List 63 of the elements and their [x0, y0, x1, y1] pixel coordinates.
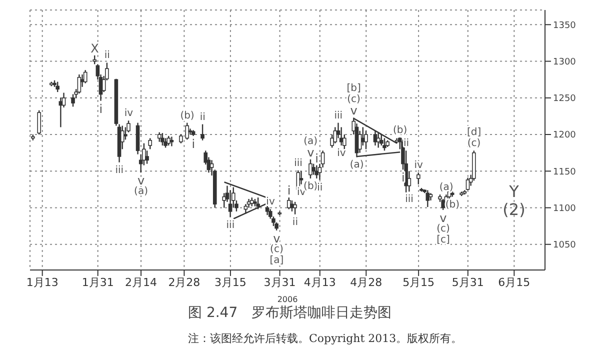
annotation: [a] — [270, 254, 284, 266]
annotation: (c) — [467, 138, 481, 150]
annotation: i — [401, 170, 405, 185]
annotation: ii — [104, 50, 110, 62]
x-tick-label: 5月31 — [452, 276, 484, 289]
y-tick-label: 1350 — [553, 20, 576, 31]
annotation: Y — [508, 182, 520, 201]
annotation: iii — [226, 220, 235, 231]
annotation: i — [99, 102, 103, 116]
text: 注：该图经允许后转载。Copyright 2013。版权所有。 — [188, 331, 462, 346]
annotation: iii — [115, 164, 124, 176]
annotation: X — [90, 41, 99, 56]
x-tick-label: 5月15 — [402, 276, 435, 289]
y-tick-label: 1050 — [553, 240, 576, 251]
y-tick-label: 1150 — [553, 167, 576, 178]
annotation: (a) — [439, 182, 454, 194]
annotation: (b) — [392, 124, 408, 136]
annotation: [b] — [346, 83, 361, 94]
annotation: iii — [294, 158, 302, 169]
text: 图 2.47 罗布斯塔咖啡日走势图 — [188, 304, 392, 322]
annotation: ii — [200, 112, 206, 123]
annotation: (c) — [270, 244, 284, 255]
x-tick-label: 2月14 — [125, 276, 158, 289]
annotation: iv — [337, 148, 346, 159]
annotation: (a) — [350, 160, 364, 171]
x-tick-label: 2月28 — [168, 276, 200, 289]
x-tick-label: 6月15 — [498, 276, 530, 289]
x-tick-label: 3月15 — [214, 276, 246, 289]
annotation: iii — [405, 194, 414, 206]
annotation: ii — [292, 216, 298, 228]
annotation: ii — [317, 182, 323, 194]
annotation: (2) — [502, 200, 526, 219]
annotation: v — [350, 104, 358, 118]
annotation: iv — [266, 196, 275, 208]
annotation: (b) — [180, 110, 194, 122]
annotation: [d] — [466, 127, 482, 138]
annotation: v — [440, 210, 447, 225]
annotation: (b) — [304, 180, 318, 192]
annotation: iii — [334, 110, 343, 122]
annotation: (b) — [445, 199, 460, 210]
annotation: i — [315, 151, 318, 166]
y-tick-label: 1250 — [553, 94, 576, 104]
y-tick-label: 1200 — [553, 130, 576, 141]
annotation: iv — [414, 160, 423, 172]
annotation: i — [192, 136, 196, 151]
x-tick-label: 4月13 — [304, 276, 336, 289]
annotation: v — [137, 174, 145, 188]
annotation: (c) — [436, 223, 450, 234]
x-axis-title: 2006 — [277, 295, 298, 304]
x-tick-label: 4月28 — [350, 276, 382, 289]
x-tick-label: 1月31 — [82, 276, 114, 289]
x-tick-label: 1月13 — [26, 276, 58, 289]
annotation: (c) — [347, 94, 361, 106]
annotation: v — [307, 145, 314, 160]
annotation: (a) — [134, 186, 148, 198]
annotation: (a) — [304, 136, 318, 147]
y-tick-label: 1100 — [553, 204, 576, 214]
annotation: i — [287, 183, 291, 198]
annotation: iv — [124, 108, 134, 120]
x-tick-label: 3月31 — [264, 276, 296, 289]
y-tick-label: 1300 — [553, 57, 576, 68]
annotation: [c] — [436, 234, 450, 246]
annotation: v — [273, 231, 280, 246]
